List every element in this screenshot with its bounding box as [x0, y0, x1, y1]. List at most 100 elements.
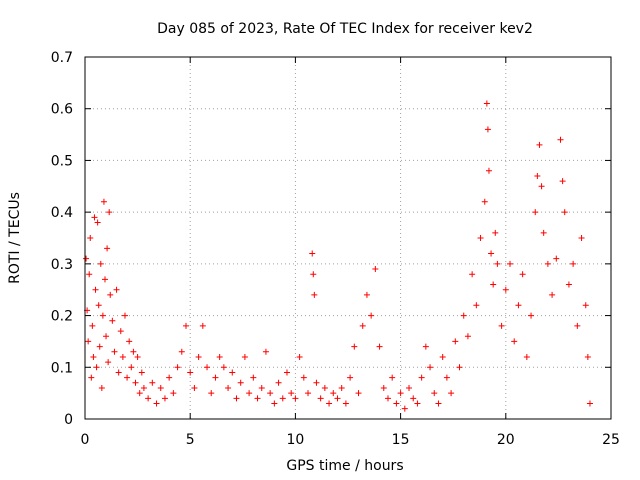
data-point — [538, 183, 545, 190]
x-tick-label: 15 — [392, 432, 410, 448]
data-point — [540, 229, 547, 236]
data-point — [473, 302, 480, 309]
data-point — [119, 353, 126, 360]
data-point — [511, 338, 518, 345]
data-point — [483, 100, 490, 107]
data-point — [113, 286, 120, 293]
data-point — [85, 338, 92, 345]
data-point — [93, 364, 100, 371]
data-point — [279, 395, 286, 402]
data-point — [557, 136, 564, 143]
data-point — [330, 390, 337, 397]
data-point — [241, 353, 248, 360]
y-tick-label: 0.1 — [51, 360, 73, 376]
data-point — [477, 235, 484, 241]
data-point — [140, 384, 147, 391]
data-point — [106, 209, 113, 216]
data-point — [515, 302, 522, 309]
y-tick-label: 0.3 — [51, 257, 73, 273]
data-point — [91, 214, 98, 221]
data-point — [574, 322, 581, 329]
data-point — [431, 390, 438, 397]
data-point — [410, 395, 417, 402]
data-point — [359, 322, 366, 329]
data-point — [435, 400, 442, 407]
data-point — [233, 395, 240, 402]
data-point — [104, 245, 111, 252]
data-point — [96, 343, 103, 350]
data-point — [326, 400, 333, 407]
data-point — [161, 395, 168, 402]
data-point — [553, 255, 560, 262]
data-point — [311, 291, 318, 298]
x-tick-label: 0 — [81, 432, 90, 448]
data-point — [368, 312, 375, 319]
data-point — [448, 390, 455, 397]
data-point — [481, 198, 488, 205]
data-point — [380, 384, 387, 391]
data-point — [220, 364, 227, 371]
data-point — [283, 369, 290, 376]
data-point — [485, 167, 492, 174]
data-point — [99, 312, 106, 319]
data-point — [452, 338, 459, 345]
data-point — [578, 235, 585, 241]
x-axis-label: GPS time / hours — [286, 458, 403, 474]
data-point — [559, 178, 566, 185]
data-point — [126, 338, 133, 345]
data-point — [153, 400, 160, 407]
data-point — [109, 317, 116, 324]
data-point — [384, 395, 391, 402]
data-point — [187, 369, 194, 376]
data-point — [484, 126, 491, 133]
data-point — [86, 271, 93, 278]
data-point — [267, 390, 274, 397]
data-point — [292, 395, 299, 402]
data-point — [199, 322, 206, 329]
data-point — [204, 364, 211, 371]
data-point — [275, 379, 282, 386]
data-point — [166, 374, 173, 381]
data-point — [145, 395, 152, 402]
data-point — [488, 250, 495, 257]
data-point — [498, 322, 505, 329]
data-point — [534, 172, 541, 179]
data-point — [149, 379, 156, 386]
data-point — [422, 343, 429, 350]
data-point — [246, 390, 253, 397]
data-point — [157, 384, 164, 391]
data-point — [229, 369, 236, 376]
data-point — [195, 353, 202, 360]
data-point — [132, 379, 139, 386]
data-point — [98, 384, 105, 391]
data-point — [90, 353, 97, 360]
data-point — [570, 260, 577, 267]
data-point — [138, 369, 145, 376]
data-point — [296, 353, 303, 360]
data-point — [502, 286, 509, 293]
data-point — [208, 390, 215, 397]
data-point — [494, 260, 501, 267]
data-point — [582, 302, 589, 309]
x-tick-label: 5 — [186, 432, 195, 448]
data-point — [532, 209, 539, 216]
y-tick-label: 0.7 — [51, 50, 73, 66]
data-point — [456, 364, 463, 371]
data-point — [355, 390, 362, 397]
data-point — [469, 271, 476, 278]
data-point — [94, 219, 101, 226]
data-point — [191, 384, 198, 391]
plot-frame — [84, 56, 612, 420]
data-point — [490, 281, 497, 288]
data-point — [216, 353, 223, 360]
data-point — [115, 369, 122, 376]
data-point — [317, 395, 324, 402]
data-point — [544, 260, 551, 267]
data-point — [254, 395, 261, 402]
data-point — [97, 260, 104, 267]
data-point — [111, 348, 118, 355]
data-point — [586, 400, 593, 407]
data-point — [528, 312, 535, 319]
data-point — [300, 374, 307, 381]
y-tick-label: 0.6 — [51, 102, 73, 118]
